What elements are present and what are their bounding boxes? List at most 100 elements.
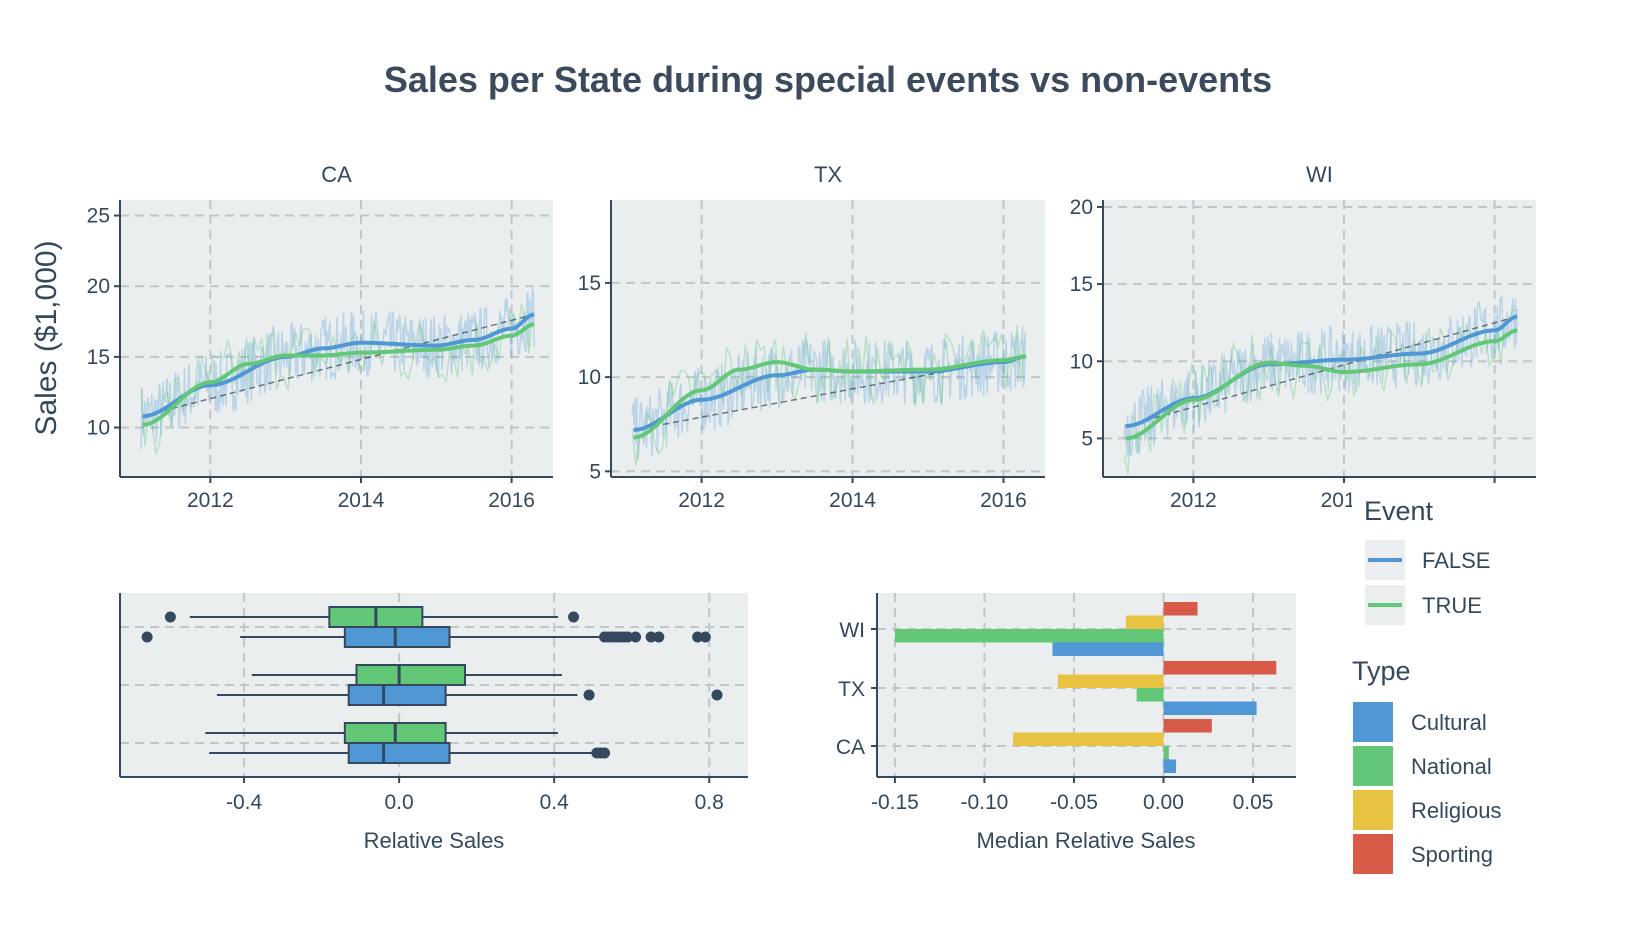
smooth-line-true [142,322,535,427]
y-tick-label: 10 [87,417,110,440]
x-tick-label: 2012 [187,489,234,512]
x-tick-label: -0.4 [226,791,263,814]
x-tick-label: 0.4 [540,791,570,814]
smooth-line-false [142,312,535,419]
legend-swatch-national [1353,746,1393,786]
y-tick-label: 5 [589,460,601,483]
bar-tx-national [1136,688,1164,702]
y-tick-label: 15 [1070,273,1093,296]
box-ca-true [205,722,559,744]
legend-label: Religious [1411,798,1502,823]
outlier-point [692,631,704,643]
raw-line-false [140,287,535,450]
bar-wi-national [894,629,1164,643]
legend-event-title: Event [1364,496,1434,526]
x-tick-label: -0.05 [1050,791,1098,814]
x-tick-label: -0.10 [960,791,1008,814]
x-tick-label: 0.00 [1143,791,1184,814]
bar-tx-religious [1057,674,1164,688]
panel-wi: WI2012201420165101520 [1070,162,1536,512]
x-tick-label: 0.8 [695,791,724,814]
y-tick-label: 10 [1070,350,1093,373]
box-wi-true [164,606,580,628]
y-tick-label: TX [838,678,865,701]
x-tick-label: 2014 [338,489,385,512]
x-tick-label: 2014 [829,489,876,512]
box-wi-false [141,626,711,648]
box [347,742,451,764]
bar-wi-religious [1125,615,1164,629]
legend-type-title: Type [1352,656,1411,686]
raw-line-false [631,326,1027,461]
bar-wi-sporting [1163,602,1198,616]
y-tick-label: WI [839,619,865,642]
outlier-point [699,631,711,643]
x-tick-label: -0.15 [871,791,919,814]
panel-ca: CA 2012 2014 2016 10 15 20 25 [87,162,553,512]
y-tick-label: 10 [578,366,601,389]
box-tx-false [216,684,723,706]
box-tx-true [251,664,562,686]
y-tick-label: 5 [1081,427,1093,450]
smooth-line-true [1125,328,1518,441]
outlier-point [711,689,723,701]
outlier-point [645,631,657,643]
panel-background [611,200,1045,477]
legend-swatch-sporting [1353,834,1393,874]
x-tick-label: 0.05 [1233,791,1274,814]
legend-label: TRUE [1422,593,1482,618]
outlier-point [141,631,153,643]
boxplot-panel: -0.4 0.0 0.4 0.8 [119,593,748,814]
x-tick-label: 2016 [980,489,1027,512]
trend-line [1125,315,1518,427]
y-tick-label: 20 [1070,196,1093,219]
outlier-point [653,631,665,643]
outlier-point [164,611,176,623]
legend-label: FALSE [1422,548,1490,573]
x-tick-label: 2016 [488,489,535,512]
outlier-point [630,631,642,643]
outlier-point [568,611,580,623]
bar-ca-sporting [1163,719,1212,733]
legend-label: Sporting [1411,842,1493,867]
smooth-line-true [633,354,1027,440]
box [343,626,451,648]
y-tick-label: 15 [578,272,601,295]
legend-label: National [1411,754,1492,779]
box [347,684,447,706]
y-tick-label: 25 [87,205,110,228]
box-x-axis-label: Relative Sales [364,828,505,853]
outlier-point [599,747,611,759]
box-ca-false [209,742,611,764]
strip-label: WI [1306,162,1333,187]
bar-ca-cultural [1163,759,1177,773]
raw-line-true [1123,308,1516,475]
strip-label: TX [814,162,842,187]
trend-line [142,313,535,417]
x-tick-label: 2012 [678,489,725,512]
time-series-panels: CA 2012 2014 2016 10 15 20 25 TX 2012 2014 2016 5 10 1… [87,162,1536,512]
bar-tx-sporting [1163,661,1277,675]
x-tick-label: 0.0 [385,791,414,814]
raw-line-true [631,325,1026,466]
chart-title: Sales per State during special events vs… [384,59,1272,100]
y-axis-label: Sales ($1,000) [30,240,63,435]
bar-ca-national [1163,746,1169,760]
x-tick-label: 2012 [1170,489,1217,512]
legend-label: Cultural [1411,710,1487,735]
bar-wi-cultural [1052,642,1164,656]
bar-x-axis-label: Median Relative Sales [977,828,1196,853]
box [355,664,467,686]
bar-panel: -0.15 -0.10 -0.05 0.00 0.05 WI TX CA [836,593,1296,814]
bar-ca-religious [1013,732,1164,746]
bar-tx-cultural [1163,701,1257,715]
strip-label: CA [321,162,352,187]
y-tick-label: 15 [87,346,110,369]
legend-swatch-cultural [1353,702,1393,742]
legend-swatch-religious [1353,790,1393,830]
y-tick-label: 20 [87,275,110,298]
y-tick-label: CA [836,736,865,759]
panel-tx: TX 2012 2014 2016 5 10 15 [578,162,1045,512]
